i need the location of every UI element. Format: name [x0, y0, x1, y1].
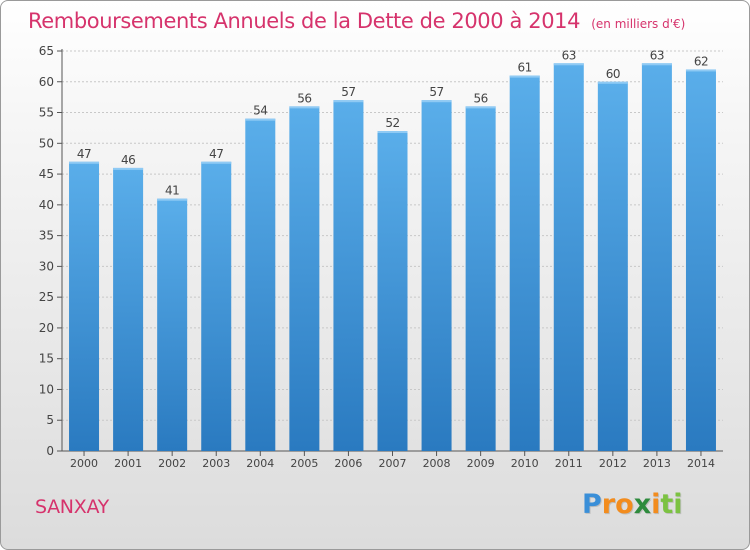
bar-highlight: [157, 198, 188, 201]
y-tick-label: 0: [46, 444, 54, 458]
y-tick-label: 55: [39, 106, 54, 120]
bar-highlight: [553, 63, 584, 66]
bar-highlight: [465, 106, 496, 109]
bar: [245, 118, 276, 451]
y-tick-label: 40: [39, 198, 54, 212]
value-label: 63: [650, 48, 664, 62]
value-label: 61: [518, 61, 532, 75]
bar: [201, 161, 232, 451]
y-tick-label: 10: [39, 382, 54, 396]
logo-letter: i: [673, 489, 683, 520]
bar-highlight: [509, 75, 540, 78]
x-tick-label: 2010: [511, 457, 539, 470]
bar: [333, 100, 364, 451]
value-label: 41: [165, 184, 179, 198]
bar-highlight: [421, 100, 452, 103]
bar-highlight: [245, 118, 276, 121]
bar: [509, 75, 540, 451]
x-tick-label: 2000: [70, 457, 98, 470]
x-tick-label: 2005: [290, 457, 318, 470]
proxiti-logo: Proxiti: [582, 489, 683, 520]
bar: [641, 63, 672, 452]
y-tick-label: 25: [39, 290, 54, 304]
logo-letter: r: [601, 489, 616, 520]
commune-name: SANXAY: [35, 496, 109, 518]
bars: [69, 63, 716, 452]
x-tick-label: 2002: [158, 457, 186, 470]
bar-highlight: [597, 81, 628, 84]
value-label: 47: [209, 147, 223, 161]
y-tick-label: 30: [39, 259, 54, 273]
value-label: 56: [297, 91, 311, 105]
value-label: 46: [121, 153, 135, 167]
logo-letter: i: [651, 489, 661, 520]
bar-highlight: [641, 63, 672, 66]
value-label: 54: [253, 104, 267, 118]
x-tick-label: 2007: [379, 457, 407, 470]
bar: [289, 106, 320, 451]
bar-highlight: [69, 161, 100, 164]
x-tick-label: 2001: [114, 457, 142, 470]
value-label: 63: [562, 48, 576, 62]
chart-title: Remboursements Annuels de la Dette de 20…: [28, 9, 581, 33]
bar-highlight: [201, 161, 232, 164]
bar-highlight: [289, 106, 320, 109]
bar: [553, 63, 584, 452]
x-tick-label: 2006: [334, 457, 362, 470]
logo-letter: o: [615, 489, 634, 520]
x-tick-label: 2012: [599, 457, 627, 470]
value-label: 57: [429, 85, 443, 99]
logo-letter: P: [582, 489, 602, 520]
y-tick-label: 45: [39, 167, 54, 181]
value-label: 57: [341, 85, 355, 99]
y-tick-label: 5: [46, 413, 54, 427]
bar: [113, 167, 144, 451]
y-tick-label: 60: [39, 75, 54, 89]
y-tick-label: 20: [39, 321, 54, 335]
bar-highlight: [377, 131, 408, 133]
value-label: 52: [385, 116, 399, 130]
x-tick-label: 2011: [555, 457, 583, 470]
x-tick-label: 2014: [687, 457, 715, 470]
value-label: 60: [606, 67, 620, 81]
title-row: Remboursements Annuels de la Dette de 20…: [28, 9, 685, 33]
y-tick-label: 15: [39, 352, 54, 366]
bar: [597, 81, 628, 452]
bar: [421, 100, 452, 451]
value-labels: 47 46 41 47 54 56 57 52 57 56 61 63 60 63 62: [77, 48, 709, 198]
bar-highlight: [685, 69, 716, 72]
x-tick-label: 2003: [202, 457, 230, 470]
x-tick-label: 2004: [246, 457, 274, 470]
x-tick-label: 2009: [467, 457, 495, 470]
y-tick-label: 35: [39, 229, 54, 243]
bar: [157, 198, 188, 451]
x-tick-label: 2013: [643, 457, 671, 470]
bar: [377, 131, 408, 451]
x-tick-label: 2008: [423, 457, 451, 470]
value-label: 62: [694, 54, 708, 68]
logo-letter: t: [660, 489, 674, 520]
bar: [465, 106, 496, 451]
value-label: 56: [473, 91, 487, 105]
y-tick-label: 50: [39, 136, 54, 150]
logo-letter: x: [633, 489, 652, 520]
value-label: 47: [77, 147, 91, 161]
bar: [69, 161, 100, 451]
y-tick-label: 65: [39, 44, 54, 58]
bar: [685, 69, 716, 451]
bar-highlight: [113, 167, 144, 170]
chart-unit-label: (en milliers d'€): [591, 17, 686, 31]
bar-highlight: [333, 100, 364, 103]
